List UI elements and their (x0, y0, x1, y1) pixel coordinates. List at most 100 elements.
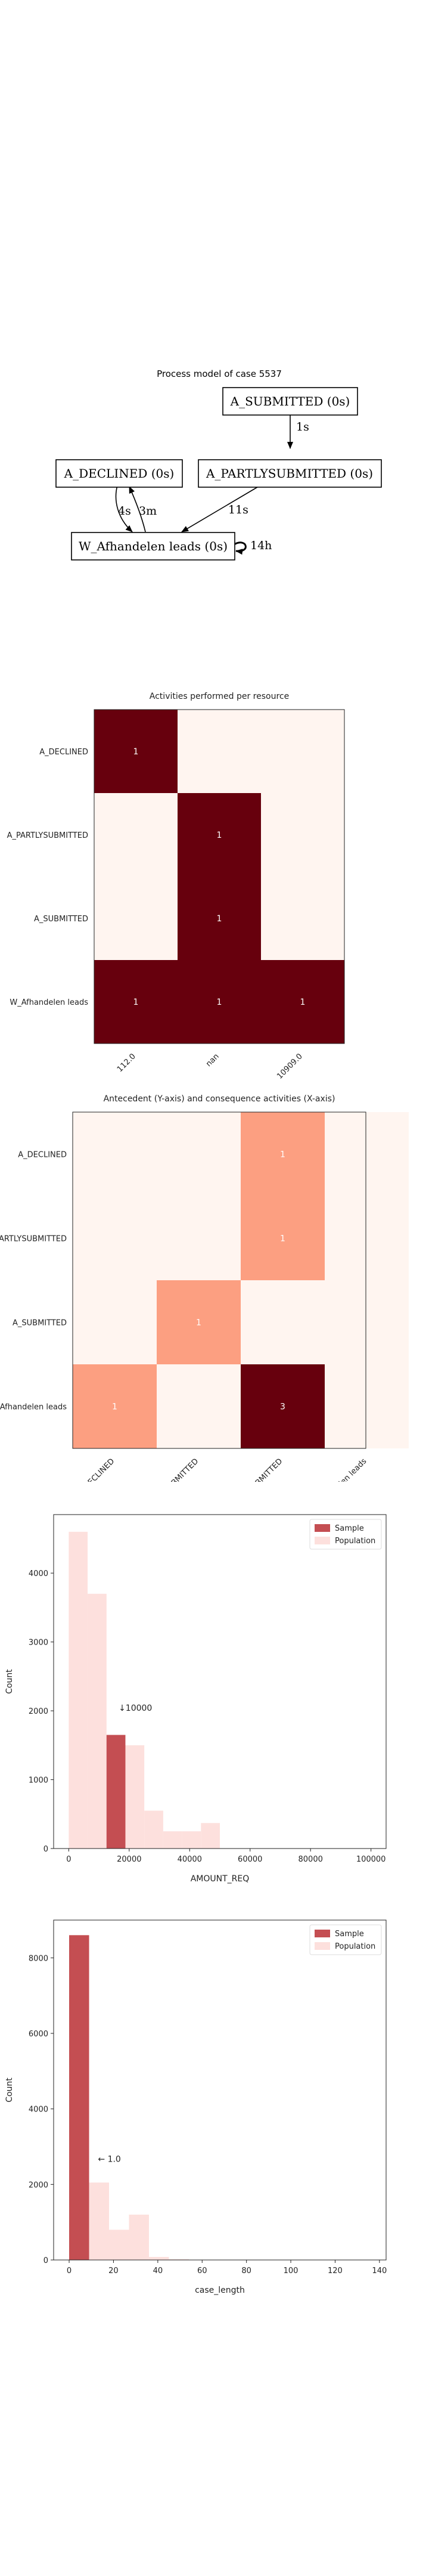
resource-heatmap-row-label-a-declined: A_DECLINED (39, 748, 88, 757)
transition-heatmap-col-label-a-submitted: A_SUBMITTED (240, 1457, 284, 1482)
edge-declined-to-afhandelen (115, 485, 133, 532)
resource-heatmap-col-label-nan: nan (204, 1052, 221, 1069)
transition-heatmap-cell-label: 1 (280, 1234, 285, 1244)
node-a-declined: A_DECLINED (0s) (55, 459, 183, 488)
transition-heatmap-cell (241, 1196, 325, 1280)
case-length-histogram-population-bar (129, 2215, 149, 2260)
amount-req-histogram-x-tick-label: 20000 (117, 1855, 141, 1864)
transition-heatmap-cell (241, 1364, 325, 1448)
case-length-histogram-y-tick-label: 0 (43, 2256, 48, 2265)
case-length-histogram-legend-swatch-sample (315, 1930, 330, 1937)
case-length-histogram-y-tick-label: 6000 (29, 2030, 48, 2039)
transition-heatmap-row-label-a-partlysubmitted: A_PARTLYSUBMITTED (0, 1235, 67, 1244)
resource-heatmap-cell (94, 793, 178, 877)
resource-heatmap-cell (261, 877, 344, 960)
amount-req-histogram: 0 20000 40000 60000 80000 100000 0 1000 2000 3000… (5, 1514, 387, 1884)
transition-heatmap-cell (73, 1196, 157, 1280)
resource-heatmap-cell-label: 1 (133, 998, 139, 1007)
amount-req-histogram-x-tick-label: 100000 (356, 1855, 386, 1864)
amount-req-histogram-panel: 0 20000 40000 60000 80000 100000 0 1000 2000 3000… (0, 1503, 429, 1896)
transition-heatmap: Antecedent (Y-axis) and consequence acti… (0, 1094, 409, 1521)
edge-afhandelen-self-loop (234, 541, 247, 555)
process-model-title: Process model of case 5537 (157, 369, 282, 379)
case-length-histogram-x-tick-label: 120 (328, 2267, 343, 2275)
amount-req-histogram-population-bar (125, 1745, 145, 1849)
resource-heatmap-frame (94, 709, 345, 1044)
node-w-afhandelen-leads: W_Afhandelen leads (0s) (71, 532, 235, 561)
transition-heatmap-cell (325, 1196, 409, 1280)
case-length-histogram: 0 20 40 60 80 100 120 140 0 2000 4000 6000 8000 case_… (5, 1919, 387, 2295)
process-model-panel: Process model of case 5537 1s 11s 4s 3m … (0, 367, 429, 581)
resource-heatmap-row-label-w-afhandelen-leads: W_Afhandelen leads (10, 998, 88, 1007)
resource-heatmap-cell (261, 710, 344, 793)
resource-heatmap-title: Activities performed per resource (150, 692, 289, 701)
resource-heatmap-cell (94, 877, 178, 960)
amount-req-histogram-x-axis-label: AMOUNT_REQ (191, 1874, 250, 1884)
edge-label-3m: 3m (139, 504, 157, 518)
resource-heatmap-cell (261, 793, 344, 877)
edge-partlysubmitted-to-afhandelen (181, 485, 261, 532)
transition-heatmap-cell (73, 1112, 157, 1196)
case-length-histogram-population-bar (169, 2259, 189, 2260)
resource-heatmap-cell-label: 1 (217, 914, 222, 924)
resource-heatmap-cell (94, 710, 178, 793)
amount-req-histogram-population-bar (88, 1593, 107, 1849)
svg-text:A_SUBMITTED (0s): A_SUBMITTED (0s) (230, 394, 350, 408)
resource-heatmap-col-label-10909-0: 10909.0 (275, 1052, 304, 1081)
resource-heatmap-cell-label: 1 (133, 747, 139, 757)
resource-heatmap-panel: Activities performed per resource 1 1 1 1 1 1 A… (0, 686, 429, 1091)
transition-heatmap-row-label-a-submitted: A_SUBMITTED (13, 1319, 67, 1328)
transition-heatmap-cell-label: 1 (196, 1318, 201, 1328)
resource-heatmap-cell (261, 960, 344, 1044)
amount-req-histogram-x-tick-label: 80000 (299, 1855, 323, 1864)
transition-heatmap-col-label-a-declined: A_DECLINED (76, 1457, 116, 1482)
case-length-histogram-y-axis-label: Count (5, 2077, 14, 2103)
transition-heatmap-cell (241, 1112, 325, 1196)
amount-req-histogram-legend-swatch-population (315, 1537, 330, 1544)
amount-req-histogram-population-bar (163, 1831, 182, 1849)
amount-req-histogram-population-bar (201, 1823, 220, 1849)
node-a-submitted: A_SUBMITTED (0s) (222, 387, 358, 416)
transition-heatmap-cell (241, 1280, 325, 1364)
transition-heatmap-frame (72, 1111, 366, 1449)
resource-heatmap-cell (178, 877, 261, 960)
node-a-partlysubmitted: A_PARTLYSUBMITTED (0s) (198, 459, 382, 488)
amount-req-histogram-y-tick-label: 3000 (29, 1639, 48, 1648)
case-length-histogram-annotation: ← 1.0 (98, 2154, 120, 2164)
svg-text:A_DECLINED (0s): A_DECLINED (0s) (64, 466, 175, 481)
case-length-histogram-legend-label-population: Population (335, 1942, 375, 1951)
case-length-histogram-x-axis-label: case_length (195, 2286, 245, 2295)
resource-heatmap-cell-label: 1 (217, 998, 222, 1007)
amount-req-histogram-annotation: ↓10000 (119, 1704, 152, 1713)
resource-heatmap-cell (178, 710, 261, 793)
transition-heatmap-cell-label: 1 (280, 1150, 285, 1160)
amount-req-histogram-legend-label-population: Population (335, 1537, 375, 1546)
amount-req-histogram-y-axis-label: Count (5, 1669, 14, 1694)
amount-req-histogram-y-tick-label: 4000 (29, 1569, 48, 1578)
edge-afhandelen-to-declined (129, 486, 146, 532)
resource-heatmap: Activities performed per resource 1 1 1 1 1 1 A… (7, 692, 345, 1081)
case-length-histogram-sample-bar (69, 1935, 89, 2260)
transition-heatmap-cell (325, 1112, 409, 1196)
transition-heatmap-cell-label: 3 (280, 1402, 285, 1412)
transition-heatmap-col-label-w-afhandelen-leads: W_Afhandelen leads (307, 1457, 369, 1482)
amount-req-histogram-sample-bar (106, 1735, 126, 1849)
case-length-histogram-x-tick-label: 60 (197, 2267, 207, 2275)
amount-req-histogram-legend-swatch-sample (315, 1524, 330, 1532)
resource-heatmap-col-label-112-0: 112.0 (116, 1052, 138, 1074)
transition-heatmap-panel: Antecedent (Y-axis) and consequence acti… (0, 1088, 429, 1521)
case-length-histogram-x-tick-label: 0 (67, 2267, 72, 2275)
transition-heatmap-cell (325, 1364, 409, 1448)
transition-heatmap-col-label-a-partlysubmitted: A_PARTLYSUBMITTED (136, 1457, 200, 1482)
case-length-histogram-x-tick-label: 20 (108, 2267, 119, 2275)
case-length-histogram-y-tick-label: 4000 (29, 2106, 48, 2114)
resource-heatmap-cell (94, 960, 178, 1044)
edge-label-11s: 11s (228, 503, 248, 516)
transition-heatmap-cell (157, 1364, 241, 1448)
case-length-histogram-frame (53, 1919, 387, 2261)
edge-label-14h: 14h (250, 539, 272, 552)
resource-heatmap-cell-label: 1 (217, 831, 222, 840)
edge-label-1s: 1s (296, 420, 309, 434)
amount-req-histogram-population-bar (69, 1531, 88, 1849)
case-length-histogram-x-tick-label: 100 (284, 2267, 299, 2275)
